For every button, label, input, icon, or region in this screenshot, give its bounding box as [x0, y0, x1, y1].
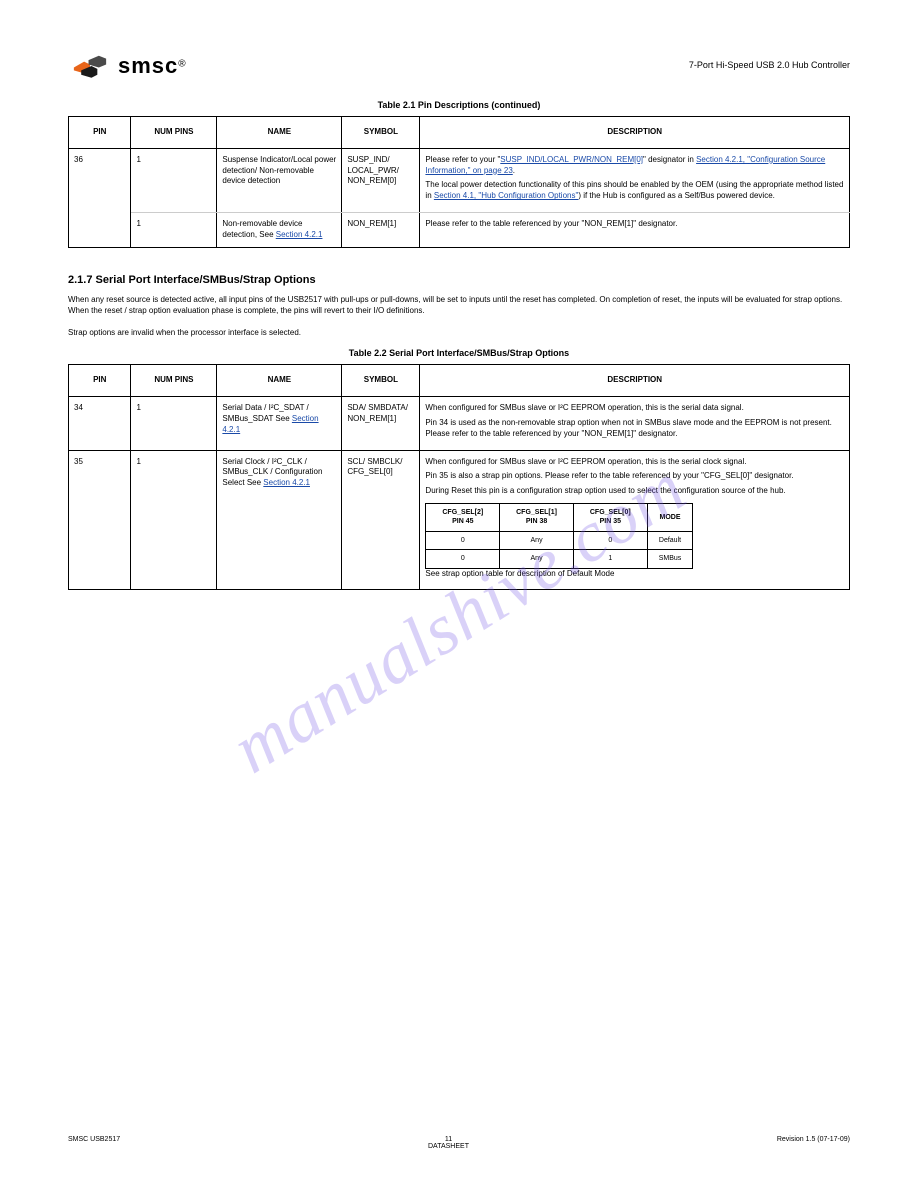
t2-desc: When configured for SMBus slave or I²C E… — [420, 397, 850, 450]
footer-left: SMSC USB2517 — [68, 1136, 120, 1150]
t1-h-num: NUM PINS — [131, 117, 217, 149]
t1-h-sym: SYMBOL — [342, 117, 420, 149]
table1: PIN NUM PINS NAME SYMBOL DESCRIPTION 361… — [68, 116, 850, 248]
t1-desc: Please refer to your "SUSP_IND/LOCAL_PWR… — [420, 148, 850, 212]
t1-name: Suspense Indicator/Local power detection… — [217, 148, 342, 212]
t1-num: 1 — [131, 212, 217, 247]
section-p1: When any reset source is detected active… — [68, 294, 850, 317]
section-p2: Strap options are invalid when the proce… — [68, 327, 850, 339]
t1-sym: NON_REM[1] — [342, 212, 420, 247]
section-title: 2.1.7 Serial Port Interface/SMBus/Strap … — [68, 274, 850, 286]
t2-h-name: NAME — [217, 365, 342, 397]
inner-th: MODE — [647, 503, 693, 531]
inner-th: CFG_SEL[2]PIN 45 — [426, 503, 500, 531]
inner-td: SMBus — [647, 550, 693, 568]
inner-td: 1 — [573, 550, 647, 568]
t1-h-name: NAME — [217, 117, 342, 149]
t2-h-pin: PIN — [69, 365, 131, 397]
table1-caption: Table 2.1 Pin Descriptions (continued) — [68, 100, 850, 110]
inner-config-table: CFG_SEL[2]PIN 45CFG_SEL[1]PIN 38CFG_SEL[… — [425, 503, 693, 569]
logo-text: smsc® — [118, 53, 186, 79]
t2-name: Serial Data / I²C_SDAT / SMBus_SDAT See … — [217, 397, 342, 450]
t2-num: 1 — [131, 450, 217, 590]
inner-td: Default — [647, 531, 693, 549]
t1-desc: Please refer to the table referenced by … — [420, 212, 850, 247]
smsc-logo-icon — [68, 50, 112, 82]
inner-td: Any — [500, 531, 574, 549]
t1-sym: SUSP_IND/ LOCAL_PWR/ NON_REM[0] — [342, 148, 420, 212]
header-row: smsc® 7-Port Hi-Speed USB 2.0 Hub Contro… — [68, 50, 850, 82]
t2-h-desc: DESCRIPTION — [420, 365, 850, 397]
t2-name: Serial Clock / I²C_CLK / SMBus_CLK / Con… — [217, 450, 342, 590]
inner-td: 0 — [426, 531, 500, 549]
logo: smsc® — [68, 50, 186, 82]
inner-td: Any — [500, 550, 574, 568]
t2-sym: SDA/ SMBDATA/ NON_REM[1] — [342, 397, 420, 450]
inner-td: 0 — [426, 550, 500, 568]
t2-pin: 34 — [69, 397, 131, 450]
t2-h-num: NUM PINS — [131, 365, 217, 397]
footer-right: Revision 1.5 (07-17-09) — [777, 1136, 850, 1150]
footer-center: 11 DATASHEET — [120, 1136, 777, 1150]
table2-caption: Table 2.2 Serial Port Interface/SMBus/St… — [68, 348, 850, 358]
t1-pin: 36 — [69, 148, 131, 247]
t2-num: 1 — [131, 397, 217, 450]
t2-desc: When configured for SMBus slave or I²C E… — [420, 450, 850, 590]
t1-num: 1 — [131, 148, 217, 212]
t1-h-pin: PIN — [69, 117, 131, 149]
t2-h-sym: SYMBOL — [342, 365, 420, 397]
inner-th: CFG_SEL[1]PIN 38 — [500, 503, 574, 531]
t1-name: Non-removable device detection, See Sect… — [217, 212, 342, 247]
inner-td: 0 — [573, 531, 647, 549]
footer: SMSC USB2517 11 DATASHEET Revision 1.5 (… — [68, 1136, 850, 1150]
t2-pin: 35 — [69, 450, 131, 590]
table2: PIN NUM PINS NAME SYMBOL DESCRIPTION 341… — [68, 364, 850, 590]
inner-th: CFG_SEL[0]PIN 35 — [573, 503, 647, 531]
t1-h-desc: DESCRIPTION — [420, 117, 850, 149]
t2-sym: SCL/ SMBCLK/ CFG_SEL[0] — [342, 450, 420, 590]
doc-subtitle: 7-Port Hi-Speed USB 2.0 Hub Controller — [689, 60, 850, 72]
